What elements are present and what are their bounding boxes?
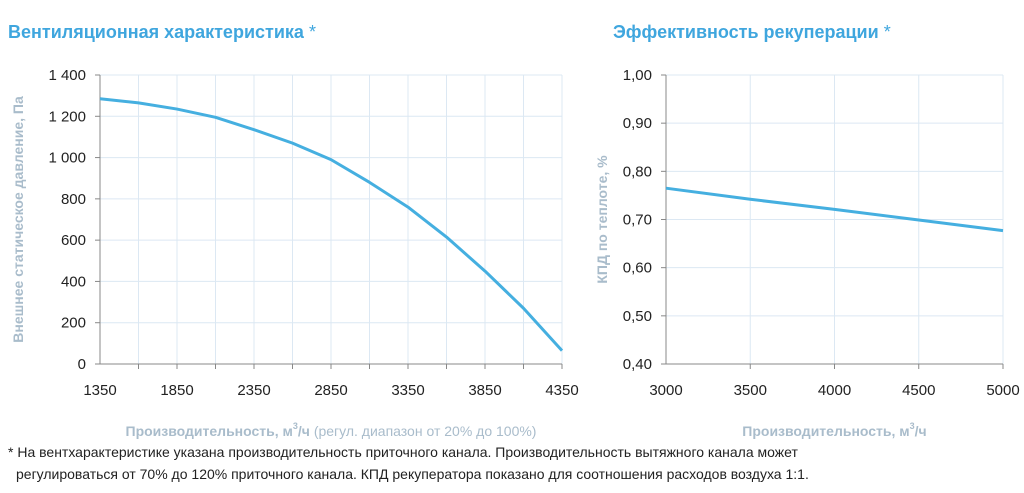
- y-tick-label: 400: [61, 273, 86, 290]
- y-tick-label: 1,00: [623, 67, 652, 84]
- y-tick-label: 800: [61, 191, 86, 208]
- title-star: *: [308, 22, 316, 42]
- y-tick-label: 1 400: [48, 67, 86, 84]
- left-chart-title: Вентиляционная характеристика *: [8, 22, 316, 43]
- x-tick-label: 1850: [160, 382, 193, 399]
- y-axis-label: Внешнее статическое давление, Па: [10, 96, 26, 343]
- x-tick-label: 2850: [314, 382, 347, 399]
- left-title-text: Вентиляционная характеристика: [8, 22, 304, 42]
- x-tick-label: 3350: [391, 382, 424, 399]
- x-tick-label: 3850: [468, 382, 501, 399]
- x-tick-label: 5000: [986, 382, 1019, 399]
- right-chart-title: Эффективность рекуперации *: [613, 22, 891, 43]
- y-tick-label: 200: [61, 315, 86, 332]
- y-tick-label: 1 200: [48, 108, 86, 125]
- y-tick-label: 0,50: [623, 308, 652, 325]
- x-axis-label: Производительность, м3/ч: [742, 421, 926, 439]
- x-tick-label: 4350: [545, 382, 578, 399]
- footnote: * На вентхарактеристике указана производ…: [8, 441, 1018, 485]
- x-tick-label: 4000: [818, 382, 851, 399]
- y-tick-label: 0,90: [623, 115, 652, 132]
- right-title-text: Эффективность рекуперации: [613, 22, 879, 42]
- y-tick-label: 600: [61, 232, 86, 249]
- x-tick-label: 4500: [902, 382, 935, 399]
- x-axis-label: Производительность, м3/ч (регул. диапазо…: [126, 421, 537, 439]
- x-tick-label: 3000: [649, 382, 682, 399]
- y-tick-label: 0,40: [623, 356, 652, 373]
- y-tick-label: 1 000: [48, 150, 86, 167]
- x-tick-label: 2350: [237, 382, 270, 399]
- title-star: *: [883, 22, 891, 42]
- y-tick-label: 0,60: [623, 260, 652, 277]
- y-axis-label: КПД по теплоте, %: [594, 155, 610, 284]
- y-tick-label: 0,80: [623, 163, 652, 180]
- footnote-line-2: регулироваться от 70% до 120% приточного…: [16, 466, 809, 482]
- y-tick-label: 0,70: [623, 212, 652, 229]
- y-tick-label: 0: [78, 356, 86, 373]
- x-tick-label: 1350: [83, 382, 116, 399]
- x-tick-label: 3500: [734, 382, 767, 399]
- footnote-line-1: * На вентхарактеристике указана производ…: [8, 444, 798, 460]
